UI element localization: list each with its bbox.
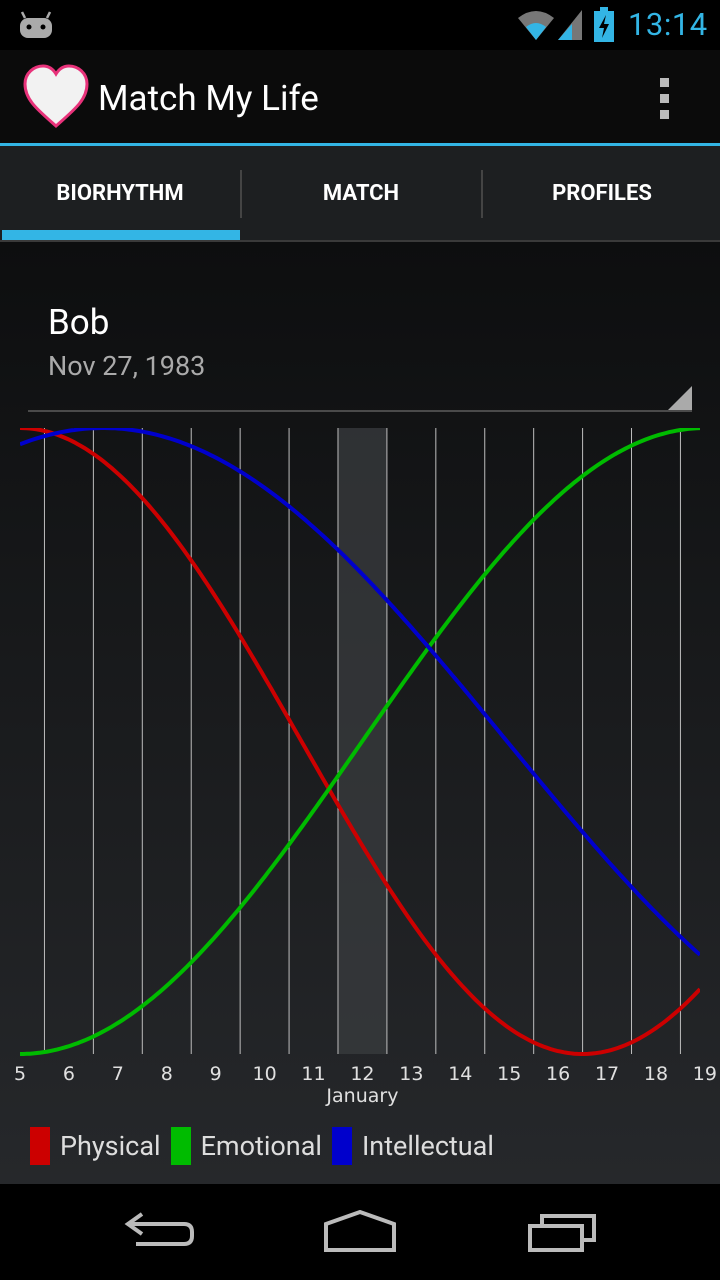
- signal-icon: [558, 10, 582, 40]
- battery-charging-icon: [594, 7, 614, 42]
- android-debug-icon: [20, 11, 52, 38]
- legend-item-emotional: Emotional: [170, 1127, 322, 1165]
- x-tick-label: 9: [210, 1063, 222, 1085]
- profile-name: Bob: [48, 302, 110, 343]
- tab-match[interactable]: MATCH: [322, 180, 400, 206]
- tab-divider: [481, 170, 483, 218]
- x-tick-label: 12: [350, 1063, 374, 1085]
- biorhythm-chart[interactable]: 5 6 7 8 9 10 11 12 13 14 15 16 17 18 19 January: [0, 428, 720, 1108]
- x-tick-label: 6: [63, 1063, 75, 1085]
- app-title: Match My Life: [98, 78, 319, 119]
- x-tick-labels: 5 6 7 8 9 10 11 12 13 14 15 16 17 18 19: [14, 1063, 717, 1085]
- tab-divider: [240, 170, 242, 218]
- series-line-emotional: [20, 428, 700, 1056]
- tab-bar: BIORHYTHM MATCH PROFILES: [0, 146, 720, 242]
- legend-item-intellectual: Intellectual: [331, 1127, 494, 1165]
- x-tick-label: 11: [301, 1063, 325, 1085]
- legend-item-physical: Physical: [30, 1127, 161, 1165]
- profile-birthdate: Nov 27, 1983: [48, 350, 206, 382]
- overflow-menu-icon[interactable]: [652, 78, 676, 122]
- profile-spinner[interactable]: Bob Nov 27, 1983: [28, 292, 692, 412]
- x-tick-label: 17: [595, 1063, 619, 1085]
- biorhythm-content: Bob Nov 27, 1983 5 6 7 8 9 10 11 12 13 14 15 16 17 18…: [0, 242, 720, 1184]
- selected-tab-indicator: [2, 230, 240, 240]
- status-bar: 13:14: [0, 0, 720, 50]
- legend-label-emotional: Emotional: [200, 1130, 322, 1162]
- tab-profiles[interactable]: PROFILES: [552, 180, 652, 206]
- tab-biorhythm[interactable]: BIORHYTHM: [56, 180, 184, 206]
- series-line-intellectual: [20, 428, 700, 957]
- clock: 13:14: [628, 6, 708, 43]
- x-tick-label: 10: [253, 1063, 277, 1085]
- legend-label-physical: Physical: [60, 1130, 161, 1162]
- legend-label-intellectual: Intellectual: [361, 1130, 494, 1162]
- x-axis-label: January: [325, 1085, 398, 1107]
- back-icon[interactable]: [124, 1210, 196, 1254]
- x-tick-label: 13: [399, 1063, 423, 1085]
- recent-apps-icon[interactable]: [526, 1210, 598, 1254]
- spinner-arrow-icon: [668, 386, 692, 410]
- x-tick-label: 5: [14, 1063, 26, 1085]
- heart-logo-icon[interactable]: [22, 64, 90, 130]
- x-tick-label: 7: [112, 1063, 124, 1085]
- x-tick-label: 8: [161, 1063, 173, 1085]
- chart-legend: Physical Emotional Intellectual: [30, 1126, 504, 1166]
- wifi-icon: [518, 11, 554, 40]
- x-tick-label: 15: [497, 1063, 521, 1085]
- action-bar: Match My Life: [0, 50, 720, 144]
- home-icon[interactable]: [322, 1210, 398, 1254]
- x-tick-label: 18: [644, 1063, 668, 1085]
- legend-swatch-physical: [30, 1127, 50, 1165]
- x-tick-label: 14: [448, 1063, 472, 1085]
- x-tick-label: 19: [693, 1063, 717, 1085]
- legend-swatch-intellectual: [331, 1127, 352, 1165]
- legend-swatch-emotional: [170, 1127, 191, 1165]
- navigation-bar: [0, 1184, 720, 1280]
- x-tick-label: 16: [546, 1063, 570, 1085]
- series-line-physical: [20, 428, 700, 1056]
- action-bar-divider: [0, 143, 720, 146]
